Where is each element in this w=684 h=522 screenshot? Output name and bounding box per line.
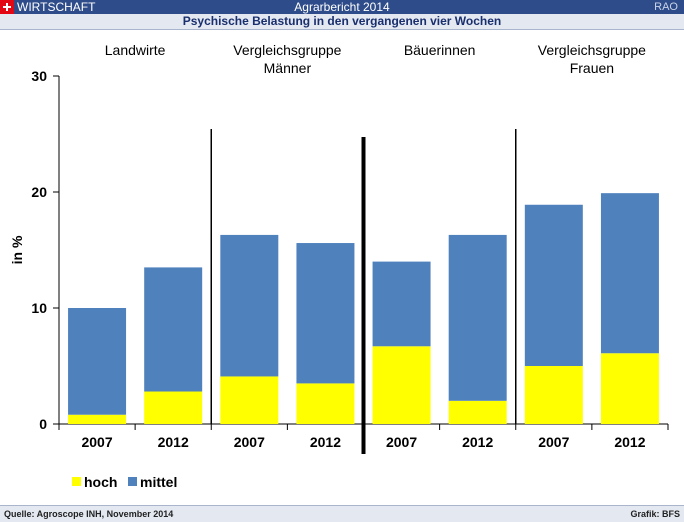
x-tick-label: 2007 (538, 434, 569, 450)
y-tick-label: 30 (31, 68, 47, 84)
bar-mittel-7 (524, 204, 583, 366)
footer-bar: Quelle: Agroscope INH, November 2014 Gra… (0, 505, 684, 522)
bar-mittel-1 (68, 308, 127, 415)
section-label: WIRTSCHAFT (17, 0, 96, 14)
x-tick-label: 2012 (158, 434, 189, 450)
x-tick-label: 2007 (81, 434, 112, 450)
graphic-credit: Grafik: BFS (630, 509, 680, 519)
bar-hoch-8 (600, 353, 659, 424)
bar-mittel-8 (600, 193, 659, 354)
y-tick-label: 10 (31, 300, 47, 316)
rao-label: RAO (654, 1, 678, 13)
legend-swatch-hoch (72, 477, 81, 486)
bar-hoch-5 (372, 346, 431, 424)
y-axis-label: in % (9, 235, 25, 264)
swiss-flag-icon (0, 0, 14, 14)
bar-hoch-1 (68, 414, 127, 424)
group-title: Vergleichsgruppe Männer (233, 42, 341, 76)
x-tick-label: 2007 (386, 434, 417, 450)
bar-mittel-2 (144, 267, 203, 392)
bar-mittel-3 (220, 234, 279, 377)
bar-mittel-4 (296, 243, 355, 384)
subtitle-bar: Psychische Belastung in den vergangenen … (0, 14, 684, 30)
x-tick-label: 2012 (310, 434, 341, 450)
bar-hoch-6 (448, 400, 507, 424)
legend-label-hoch: hoch (84, 474, 117, 490)
group-title: Vergleichsgruppe Frauen (538, 42, 646, 76)
x-tick-label: 2012 (614, 434, 645, 450)
legend-label-mittel: mittel (140, 474, 177, 490)
y-tick-label: 0 (39, 416, 47, 432)
bar-hoch-7 (524, 366, 583, 424)
legend-swatch-mittel (128, 477, 137, 486)
bar-hoch-4 (296, 383, 355, 424)
x-tick-label: 2012 (462, 434, 493, 450)
top-bar: WIRTSCHAFT Agrarbericht 2014 RAO (0, 0, 684, 14)
bar-mittel-6 (448, 234, 507, 401)
x-tick-label: 2007 (234, 434, 265, 450)
bar-hoch-3 (220, 376, 279, 424)
bar-hoch-2 (144, 391, 203, 424)
report-title: Agrarbericht 2014 (294, 0, 390, 14)
group-title: Bäuerinnen (404, 42, 476, 58)
source-note: Quelle: Agroscope INH, November 2014 (4, 509, 174, 519)
stacked-bar-chart: 0 10 20 30 in % 2007 2012 2007 2012 2007 2012 2007 2… (9, 42, 669, 490)
y-tick-label: 20 (31, 184, 47, 200)
chart-subtitle: Psychische Belastung in den vergangenen … (182, 14, 502, 28)
group-title: Landwirte (105, 42, 166, 58)
bar-mittel-5 (372, 261, 431, 347)
